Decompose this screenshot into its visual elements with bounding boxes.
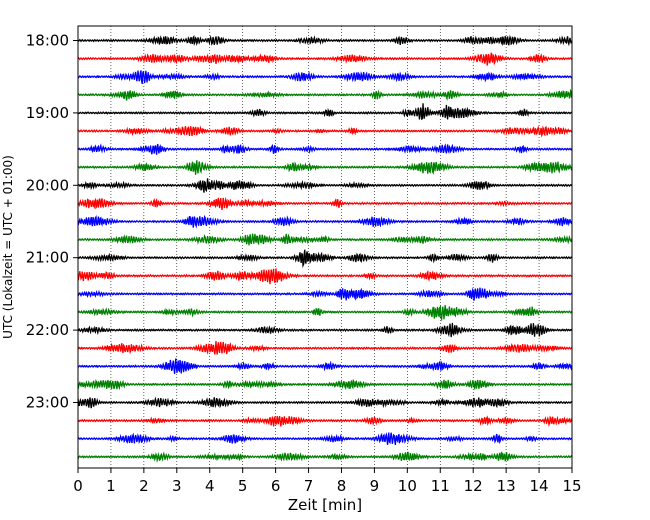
trace-line	[77, 322, 573, 338]
trace-line	[77, 103, 572, 121]
x-tick-label: 12	[464, 477, 483, 495]
x-tick-label: 4	[205, 477, 215, 495]
plot-frame	[77, 25, 573, 469]
trace-line	[77, 178, 573, 193]
x-tick-label: 11	[431, 477, 450, 495]
trace-line	[77, 70, 573, 85]
trace-line	[77, 415, 573, 428]
x-tick-label: 1	[106, 477, 116, 495]
trace-line	[77, 341, 573, 355]
x-tick-label: 13	[497, 477, 516, 495]
x-tick-label: 6	[271, 477, 281, 495]
x-tick-label: 9	[370, 477, 380, 495]
trace-line	[77, 451, 573, 463]
trace-line	[77, 52, 573, 66]
x-tick-label: 3	[172, 477, 182, 495]
trace-line	[77, 34, 573, 47]
y-axis-label: UTC (Lokalzeit = UTC + 01:00)	[1, 155, 15, 339]
trace-line	[77, 88, 573, 102]
trace-line	[77, 287, 573, 302]
trace-line	[77, 358, 573, 375]
trace-line	[77, 160, 573, 175]
traces	[77, 34, 573, 463]
y-tick-label: 20:00	[26, 176, 69, 194]
y-tick-label: 18:00	[26, 32, 69, 50]
x-tick-label: 15	[562, 477, 581, 495]
x-tick-label: 7	[304, 477, 314, 495]
y-tick-label: 19:00	[26, 104, 69, 122]
trace-line	[77, 233, 573, 246]
y-tick-label: 21:00	[26, 249, 69, 267]
trace-line	[77, 249, 573, 269]
y-axis: 18:00 19:00 20:00 21:00 22:00 23:00	[26, 32, 78, 412]
y-tick-label: 22:00	[26, 321, 69, 339]
trace-line	[77, 268, 572, 285]
x-tick-label: 2	[139, 477, 149, 495]
x-tick-label: 5	[238, 477, 248, 495]
trace-line	[77, 143, 573, 155]
y-tick-label: 23:00	[26, 394, 69, 412]
trace-line	[77, 432, 573, 446]
trace-line	[77, 305, 573, 322]
x-tick-label: 14	[530, 477, 549, 495]
trace-line	[77, 196, 572, 210]
trace-line	[77, 396, 573, 409]
trace-line	[77, 378, 573, 391]
x-axis-label: Zeit [min]	[288, 496, 362, 514]
trace-line	[77, 214, 573, 229]
x-axis: 0 1 2 3 4 5 6 7 8 9 10 11 12 13 14 15	[73, 468, 582, 495]
x-tick-label: 8	[337, 477, 347, 495]
trace-line	[77, 125, 573, 138]
x-tick-label: 10	[398, 477, 417, 495]
x-tick-label: 0	[73, 477, 83, 495]
